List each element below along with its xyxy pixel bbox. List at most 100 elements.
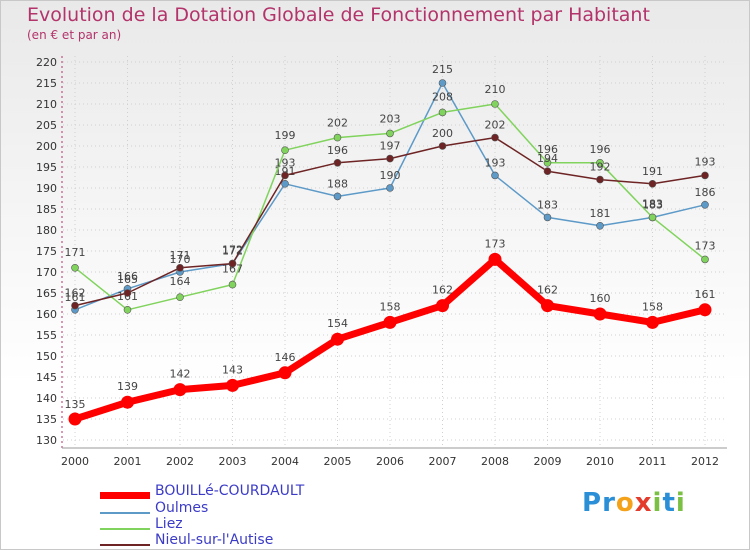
data-point: [123, 305, 132, 314]
logo-letter: x: [634, 488, 653, 518]
data-point: [71, 263, 79, 272]
data-point: [68, 412, 82, 426]
data-label: 143: [222, 363, 243, 376]
y-tick-label: 135: [36, 413, 57, 426]
data-point: [646, 315, 659, 329]
data-point: [701, 201, 709, 209]
data-point: [593, 307, 607, 321]
legend-swatch-nieul-sur-l-autise: [100, 544, 150, 546]
legend-label-oulmes: Oulmes: [155, 500, 209, 516]
data-label: 161: [695, 288, 716, 301]
data-label: 196: [590, 143, 611, 156]
data-label: 166: [117, 270, 138, 283]
x-tick-label: 2011: [639, 455, 667, 468]
data-point: [281, 171, 289, 180]
data-label: 158: [642, 300, 663, 313]
y-tick-label: 155: [36, 329, 57, 342]
data-label: 194: [537, 152, 558, 165]
data-label: 171: [170, 249, 191, 262]
logo-letter: t: [662, 488, 676, 518]
logo-letter: i: [652, 488, 663, 518]
data-label: 162: [432, 284, 453, 297]
data-point: [438, 79, 447, 87]
y-tick-label: 170: [36, 266, 57, 279]
data-label: 186: [695, 186, 716, 199]
data-point: [541, 299, 554, 313]
data-point: [71, 301, 79, 310]
y-tick-label: 130: [36, 434, 57, 447]
data-label: 146: [275, 351, 296, 364]
x-tick-label: 2002: [166, 455, 194, 468]
data-point: [386, 154, 394, 163]
data-label: 142: [170, 368, 191, 381]
x-tick-label: 2012: [691, 455, 719, 468]
data-point: [333, 192, 342, 201]
data-label: 160: [590, 292, 611, 305]
data-label: 181: [590, 207, 611, 220]
data-point: [176, 263, 184, 272]
data-point: [698, 303, 712, 317]
chart-subtitle: (en € et par an): [27, 28, 122, 42]
legend-label-bouille-courdault: BOUILLé-COURDAULT: [155, 483, 305, 499]
y-tick-label: 145: [36, 371, 57, 384]
y-tick-label: 210: [36, 98, 57, 111]
y-tick-label: 160: [36, 308, 57, 321]
logo-letter: o: [615, 488, 635, 518]
y-tick-label: 180: [36, 224, 57, 237]
data-point: [648, 213, 657, 222]
x-tick-label: 2009: [534, 455, 562, 468]
data-point: [438, 142, 447, 150]
data-label: 200: [432, 127, 453, 140]
legend-swatch-oulmes: [100, 512, 150, 514]
data-label: 161: [65, 291, 86, 304]
data-label: 183: [537, 198, 558, 211]
data-point: [121, 395, 134, 409]
data-label: 139: [117, 380, 138, 393]
data-label: 203: [380, 112, 401, 125]
data-label: 190: [380, 169, 401, 182]
data-point: [331, 332, 344, 346]
data-label: 193: [695, 155, 716, 168]
chart-title: Evolution de la Dotation Globale de Fonc…: [27, 4, 650, 26]
x-tick-label: 2003: [219, 455, 247, 468]
data-point: [596, 222, 604, 230]
data-label: 191: [642, 165, 663, 178]
data-point: [596, 159, 604, 167]
data-point: [226, 378, 239, 392]
data-label: 183: [642, 197, 663, 210]
data-point: [648, 180, 657, 188]
data-point: [333, 159, 342, 167]
logo-letter: r: [602, 488, 616, 518]
data-label: 188: [327, 177, 348, 190]
data-point: [281, 146, 289, 154]
x-tick-label: 2001: [114, 455, 142, 468]
data-label: 162: [65, 287, 86, 300]
data-label: 202: [327, 117, 348, 130]
x-tick-label: 2004: [271, 455, 299, 468]
data-point: [123, 289, 132, 297]
y-tick-label: 165: [36, 287, 57, 300]
data-point: [596, 175, 604, 184]
data-point: [176, 293, 184, 302]
data-point: [543, 213, 552, 222]
data-point: [701, 255, 709, 264]
data-point: [278, 366, 292, 380]
data-point: [386, 184, 394, 192]
data-label: 162: [537, 284, 558, 297]
data-label: 171: [65, 246, 86, 259]
x-tick-label: 2000: [61, 455, 89, 468]
y-tick-label: 215: [36, 77, 57, 90]
data-label: 196: [537, 143, 558, 156]
data-point: [491, 133, 499, 142]
y-tick-label: 140: [36, 392, 57, 405]
y-tick-label: 195: [36, 161, 57, 174]
x-tick-label: 2008: [481, 455, 509, 468]
data-label: 210: [485, 83, 506, 96]
x-tick-label: 2010: [586, 455, 614, 468]
data-label: 202: [485, 119, 506, 132]
x-tick-label: 2007: [429, 455, 457, 468]
data-point: [386, 129, 394, 138]
data-label: 199: [275, 129, 296, 142]
